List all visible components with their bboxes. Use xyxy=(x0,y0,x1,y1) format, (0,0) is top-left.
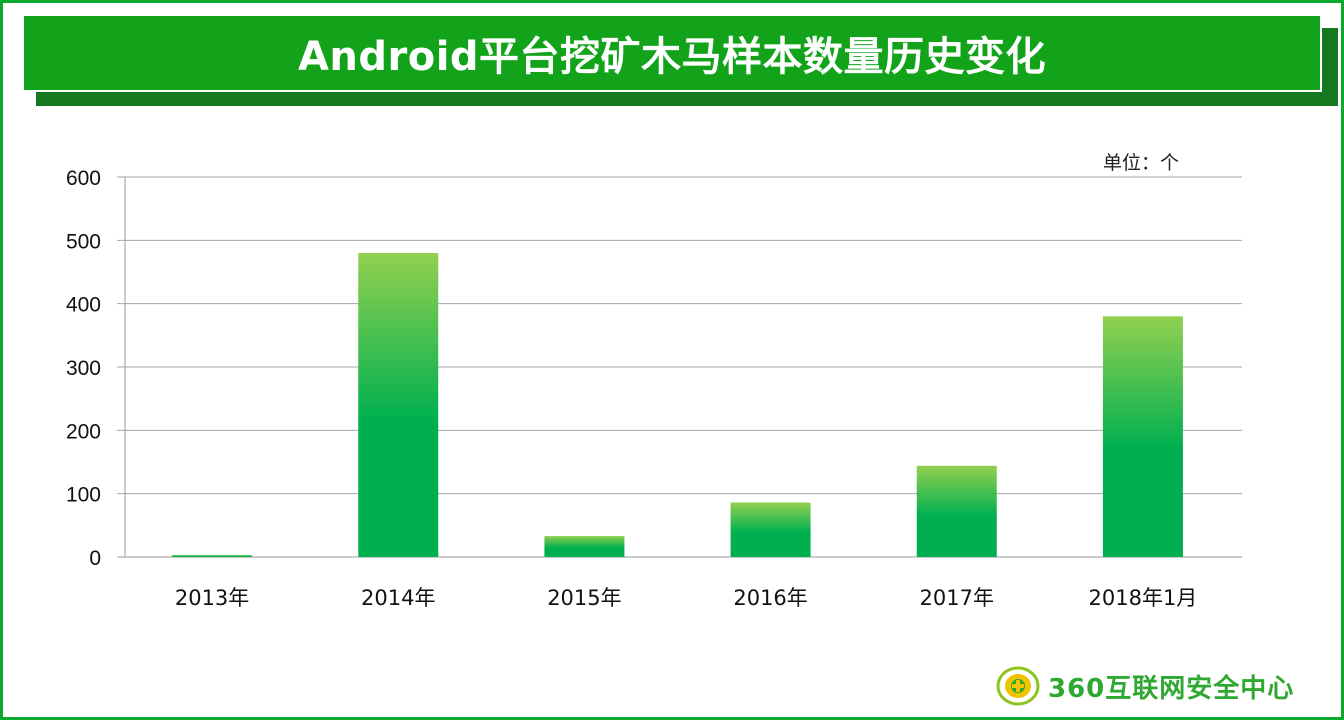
bar-1 xyxy=(358,253,439,557)
grid-lines xyxy=(117,176,1242,558)
y-tick-label: 400 xyxy=(66,294,101,317)
y-tick-label: 500 xyxy=(66,230,101,253)
bar-5 xyxy=(1102,316,1183,557)
x-tick-labels: 2013年 2014年 2015年 2016年 2017年 2018年1月 xyxy=(175,586,1197,610)
y-tick-label: 300 xyxy=(66,357,101,380)
y-tick-label: 100 xyxy=(66,484,101,507)
shield-logo-icon xyxy=(996,666,1040,706)
y-tick-label: 0 xyxy=(89,547,101,570)
y-tick-labels: 0 100 200 300 400 500 600 xyxy=(66,167,101,570)
title-bar: Android平台挖矿木马样本数量历史变化 xyxy=(22,14,1322,92)
x-tick-label: 2013年 xyxy=(175,586,249,610)
x-tick-label: 2016年 xyxy=(733,586,807,610)
bar-2 xyxy=(544,536,625,557)
y-tick-label: 200 xyxy=(66,420,101,443)
x-tick-label: 2015年 xyxy=(547,586,621,610)
logo: 360互联网安全中心 xyxy=(996,666,1294,706)
unit-label: 单位：个 xyxy=(1103,152,1180,174)
x-tick-label: 2017年 xyxy=(920,586,994,610)
bars xyxy=(172,253,1183,557)
y-tick-label: 600 xyxy=(66,167,101,190)
logo-text: 360互联网安全中心 xyxy=(1048,673,1295,704)
page-title: Android平台挖矿木马样本数量历史变化 xyxy=(297,34,1047,80)
bar-4 xyxy=(916,465,997,557)
x-tick-label: 2018年1月 xyxy=(1089,586,1198,610)
bar-3 xyxy=(730,502,811,557)
bar-0 xyxy=(172,555,253,557)
x-tick-label: 2014年 xyxy=(361,586,435,610)
